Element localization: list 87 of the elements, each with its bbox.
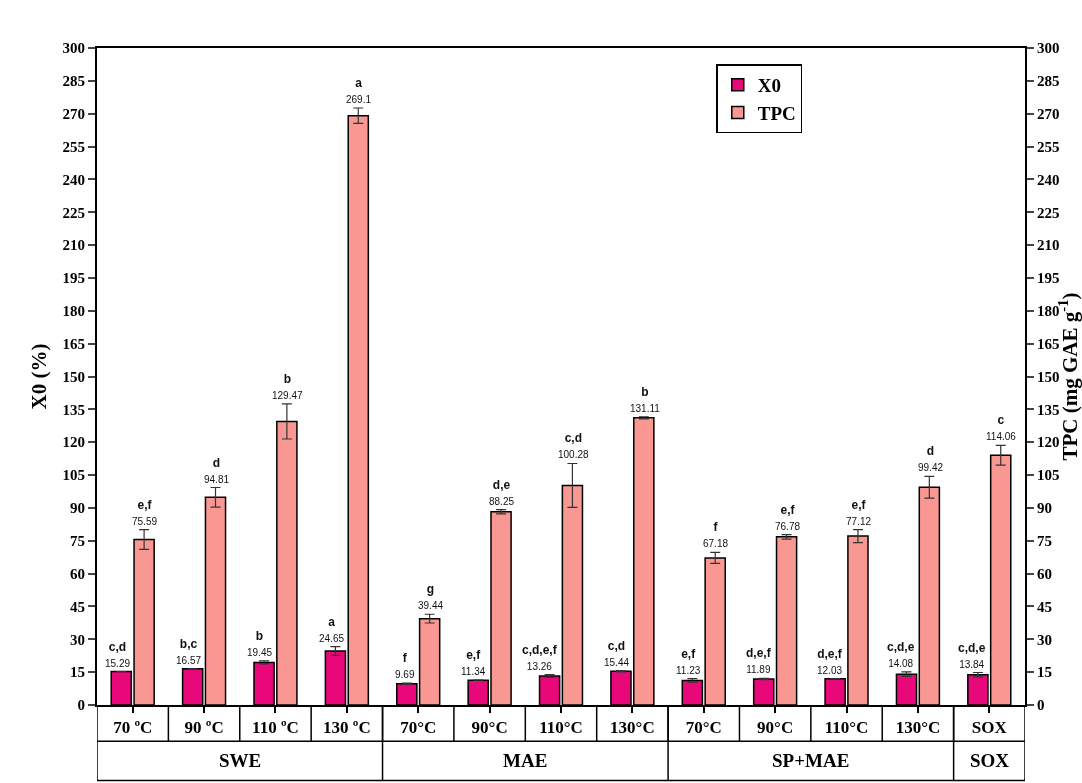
y2-tick-label: 300 [1037,40,1060,57]
data-label: d,e 88.25 [489,478,515,507]
legend-label: X0 [757,75,782,97]
y-tick-label: 30 [70,631,85,648]
x-tick-label: 70°C [685,718,722,738]
x-tick-label: 110°C [824,718,869,738]
y-tick-label: 300 [62,40,85,57]
y2-tick-label: 135 [1037,401,1060,418]
legend-label: TPC [757,102,796,124]
y2-tick-label: 240 [1037,171,1060,188]
text: SP+MAE [772,750,850,771]
x-tick-label: 130°C [610,718,655,738]
data-label: a 24.65 [319,615,345,644]
x-tick-label: 130°C [895,718,941,738]
y-tick-label: 210 [62,237,85,254]
y2-tick-label: 165 [1037,335,1060,352]
y2-tick-label: 15 [1037,664,1052,681]
data-label: c,d 100.28 [558,431,590,460]
y2-tick-label: 255 [1037,138,1060,155]
data-label: c 114.06 [986,413,1017,442]
text: MAE [503,750,548,771]
data-label: b 129.47 [272,372,304,401]
y2-tick-label: 210 [1037,237,1060,254]
data-label: d,e,f 11.89 [746,646,772,675]
x-tick-label: 70 ºC [113,718,153,738]
data-label: c,d,e,f 13.26 [522,643,558,672]
data-label: e,f 75.59 [132,498,158,527]
y2-tick-label: 270 [1037,105,1060,122]
y2-tick-label: 0 [1037,697,1045,714]
y2-tick-label: 105 [1037,467,1060,484]
y-tick-label: 105 [62,467,85,484]
y-tick-label: 165 [62,335,85,352]
y2-tick-label: 150 [1037,368,1060,385]
y-tick-label: 195 [62,270,85,287]
y-tick-label: 225 [62,204,85,221]
y-tick-label: 255 [62,138,85,155]
y-tick-label: 150 [62,368,85,385]
data-label: g 39.44 [418,582,444,611]
data-label: f 9.69 [395,651,415,680]
text: SOX [970,750,1010,771]
x-tick-label: 90°C [757,718,794,738]
data-label: b 131.11 [630,385,661,414]
y-axis-title: X0 (%) [27,343,52,410]
x-tick-label: 70°C [400,718,437,738]
data-label: a 269.1 [346,76,372,105]
y2-tick-label: 90 [1037,500,1052,517]
y-tick-label: 15 [70,664,85,681]
y-tick-label: 180 [62,303,85,320]
y-tick-label: 60 [70,565,85,582]
y-tick-label: 0 [77,697,85,714]
data-label: c,d,e 13.84 [958,641,986,670]
y-tick-label: 45 [70,598,85,615]
y2-tick-label: 285 [1037,73,1060,90]
x-tick-label: 110°C [539,718,583,738]
y2-tick-label: 30 [1037,631,1052,648]
x-tick-label: 90°C [471,718,508,738]
data-label: c,d 15.44 [604,639,630,668]
data-label: d,e,f 12.03 [817,647,843,676]
y-tick-label: 240 [62,171,85,188]
data-label: e,f 77.12 [846,498,872,527]
data-label: e,f 76.78 [775,503,801,532]
y-tick-label: 270 [62,105,85,122]
x-tick-label: SOX [971,718,1008,738]
y-tick-label: 285 [62,73,85,90]
data-label: c,d,e 14.08 [887,640,915,669]
data-label: b,c 16.57 [176,637,202,666]
x-tick-label: 130 ºC [323,718,371,738]
data-label: e,f 11.34 [461,648,486,677]
text: SWE [219,750,262,771]
y2-tick-label: 195 [1037,270,1060,287]
y-tick-label: 75 [70,533,85,549]
y-tick-label: 135 [62,401,85,418]
x-tick-label: 90 ºC [184,718,224,738]
data-label: b 19.45 [247,629,273,658]
y-tick-label: 90 [70,500,85,517]
y2-tick-label: 60 [1037,565,1052,582]
y2-tick-label: 225 [1037,204,1060,221]
y2-tick-label: 120 [1037,434,1060,451]
x-tick-label: 110 ºC [252,718,299,738]
y2-tick-label: 45 [1037,598,1052,615]
y2-tick-label: 75 [1037,533,1052,549]
data-label: d 94.81 [204,456,230,485]
data-label: c,d 15.29 [105,640,131,669]
data-label: f 67.18 [703,520,729,549]
y-tick-label: 120 [62,434,85,451]
data-label: e,f 11.23 [676,647,701,676]
data-label: d 99.42 [918,444,944,473]
